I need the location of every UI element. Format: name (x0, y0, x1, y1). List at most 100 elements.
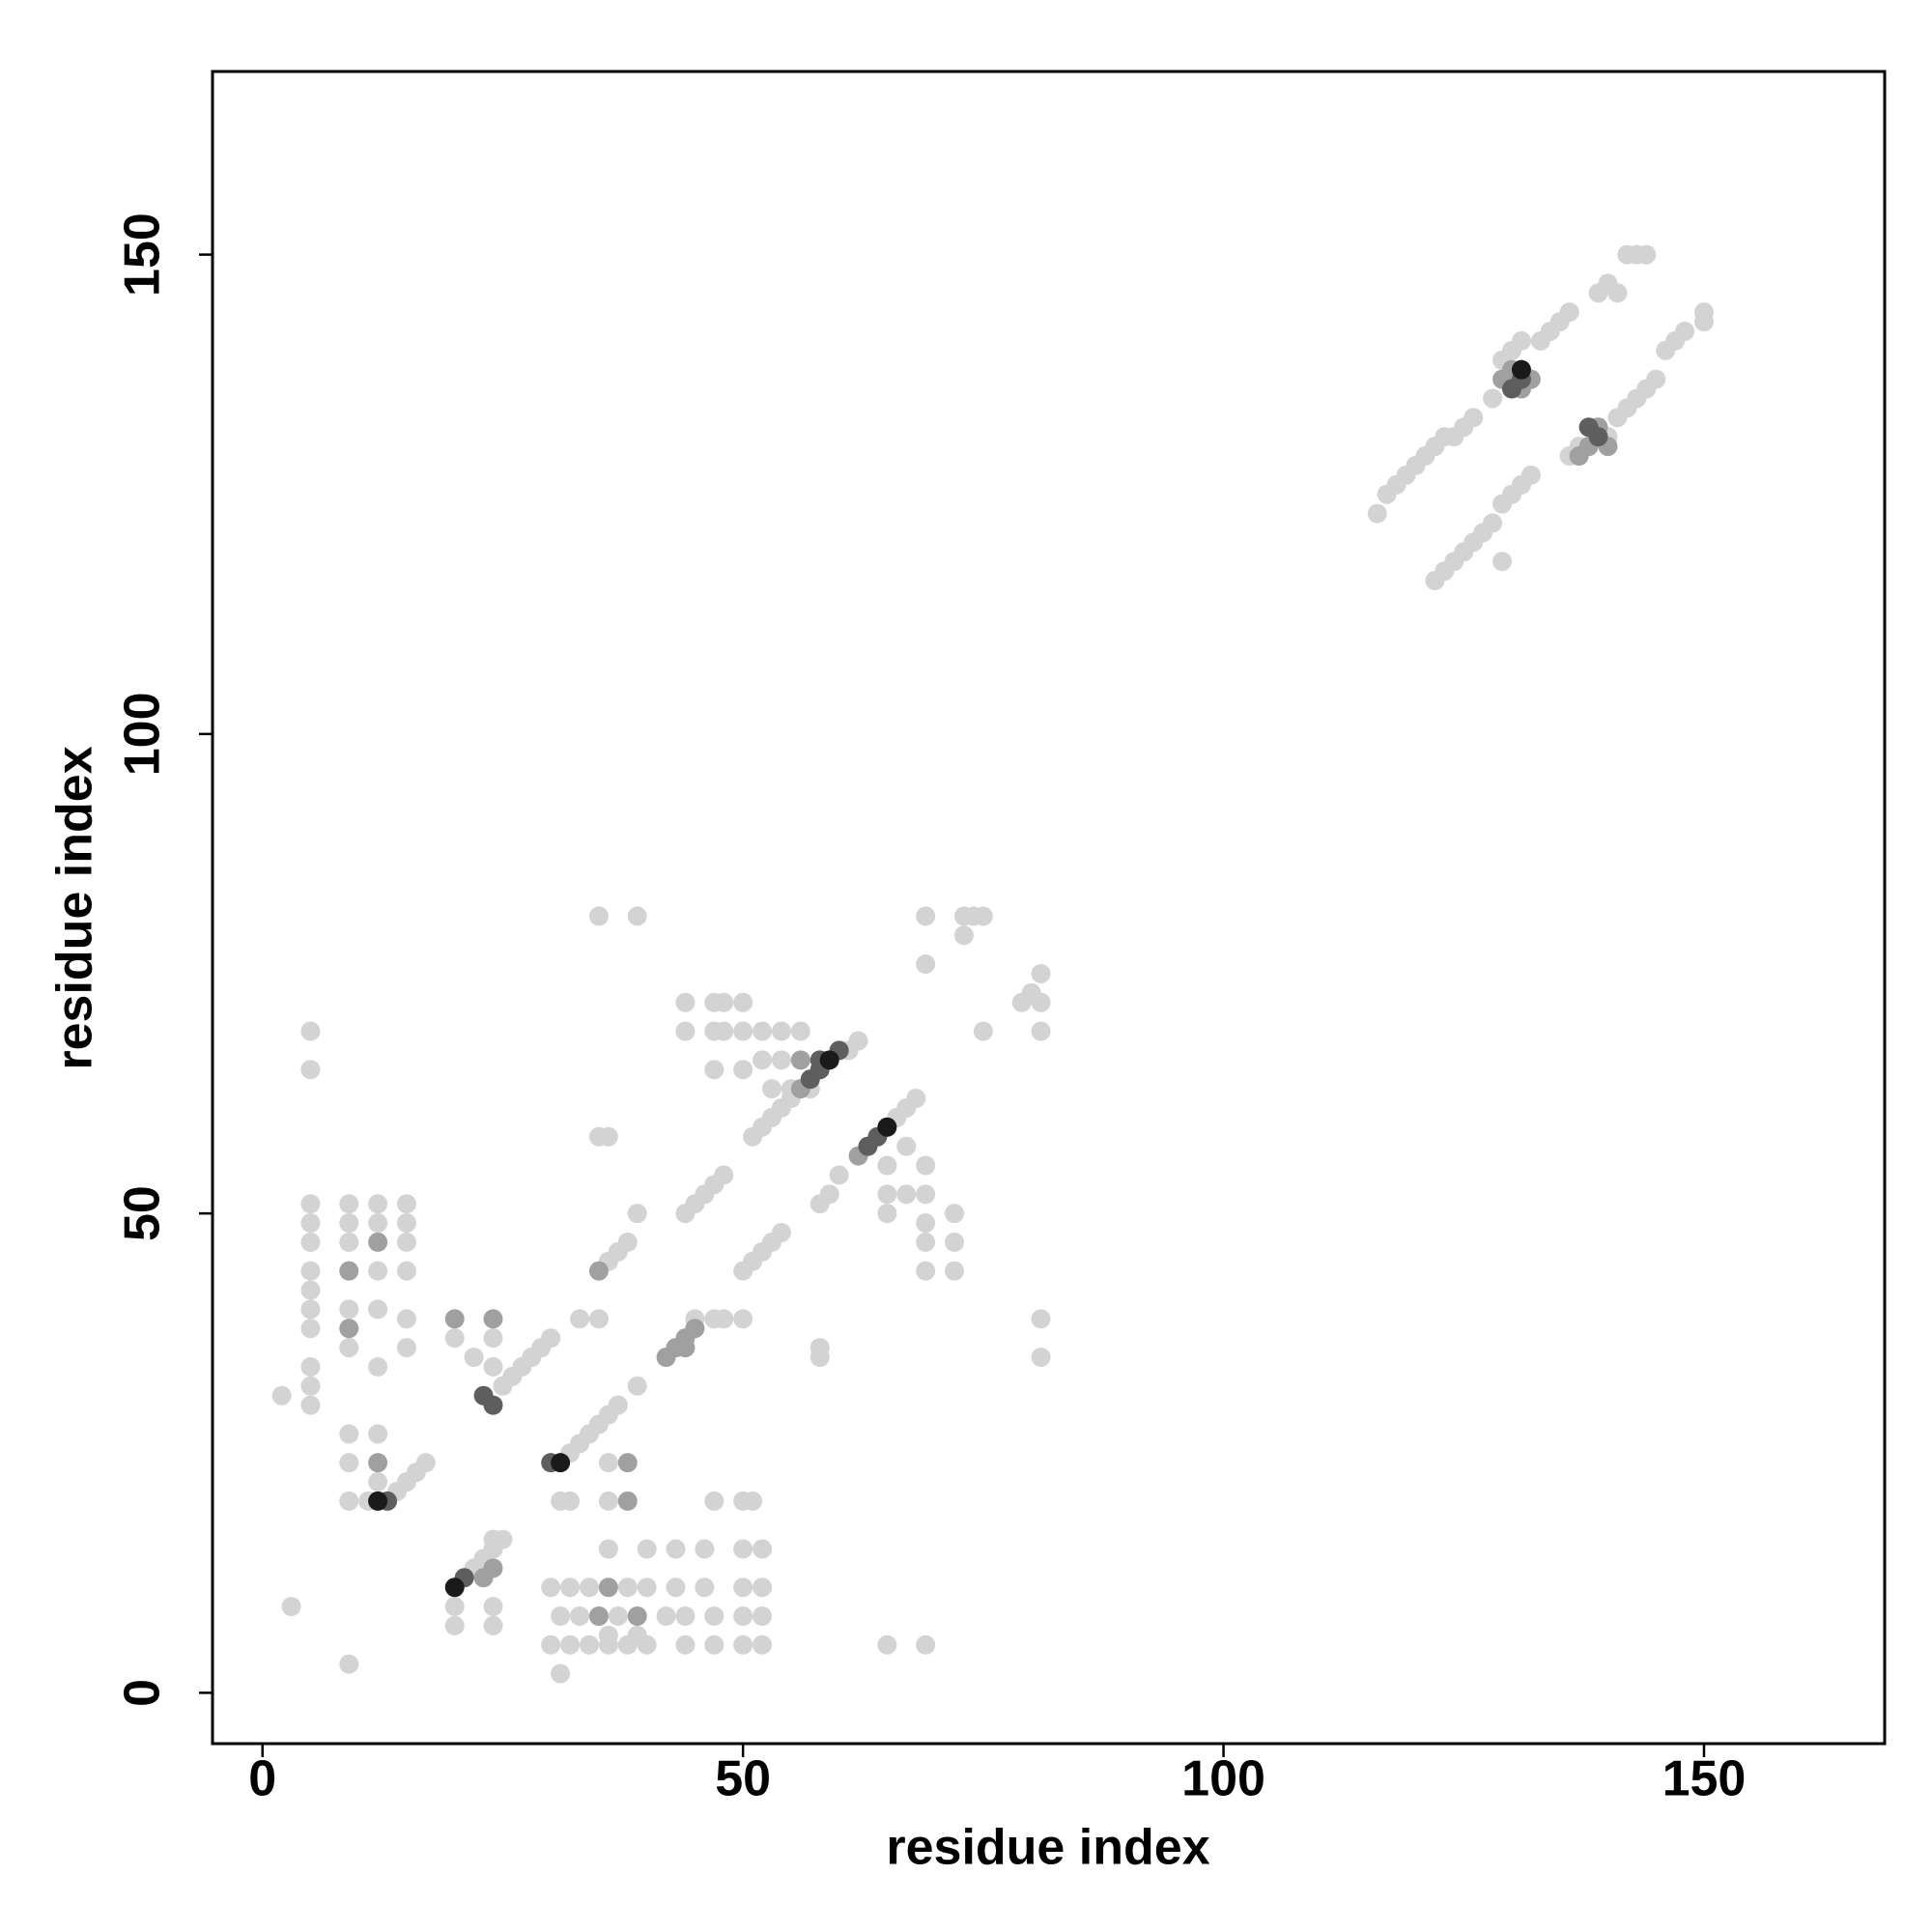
contact-point (588, 1261, 609, 1281)
contact-point (675, 992, 696, 1012)
contact-point (733, 1634, 753, 1655)
contact-point (771, 1222, 791, 1242)
contact-point (541, 1328, 561, 1349)
contact-point (300, 1194, 321, 1214)
contact-point (368, 1424, 388, 1444)
contact-point (753, 1577, 773, 1598)
contact-point (444, 1328, 465, 1349)
contact-point (627, 1605, 647, 1626)
contact-point (675, 1338, 696, 1358)
contact-point (339, 1338, 359, 1358)
contact-point (896, 1136, 917, 1156)
contact-point (627, 906, 647, 926)
contact-point (598, 1491, 618, 1511)
contact-point (1031, 992, 1051, 1012)
contact-point (733, 1309, 753, 1329)
contact-point (483, 1558, 503, 1578)
contact-point (339, 1299, 359, 1320)
contact-point (790, 1050, 810, 1070)
contact-point (368, 1213, 388, 1234)
contact-point (339, 1194, 359, 1214)
contact-point (483, 1356, 503, 1377)
contact-point (945, 1232, 965, 1252)
contact-point (598, 1625, 618, 1645)
contact-point (300, 1232, 321, 1252)
contact-point (877, 1117, 897, 1137)
contact-point (598, 1577, 618, 1598)
contact-point (714, 1021, 734, 1041)
contact-point (368, 1232, 388, 1252)
contact-point (627, 1625, 647, 1645)
contact-point (916, 1213, 936, 1234)
contact-point (945, 1261, 965, 1281)
contact-point (541, 1634, 561, 1655)
contact-point (1559, 302, 1579, 323)
contact-point (483, 1615, 503, 1635)
contact-point (733, 1060, 753, 1080)
contact-point (444, 1577, 465, 1598)
contact-point (695, 1539, 715, 1559)
y-tick-label: 100 (115, 692, 171, 776)
contact-point (877, 1155, 897, 1176)
contact-point (753, 1021, 773, 1041)
contact-point (300, 1299, 321, 1320)
contact-point (300, 1261, 321, 1281)
contact-point (714, 992, 734, 1012)
contact-point (608, 1395, 628, 1415)
contact-point (916, 906, 936, 926)
contact-point (588, 906, 609, 926)
contact-point (396, 1232, 416, 1252)
contact-point (916, 1634, 936, 1655)
contact-point (551, 1663, 571, 1684)
contact-point (916, 1261, 936, 1281)
contact-point (464, 1348, 484, 1368)
contact-point (666, 1539, 686, 1559)
contact-point (666, 1577, 686, 1598)
contact-point (339, 1491, 359, 1511)
contact-point (1463, 408, 1484, 428)
contact-point (1520, 465, 1541, 485)
contact-point (617, 1491, 638, 1511)
contact-point (396, 1194, 416, 1214)
contact-point (753, 1050, 773, 1070)
contact-point (916, 954, 936, 975)
contact-point (444, 1615, 465, 1635)
contact-point (819, 1050, 839, 1070)
contact-point (415, 1453, 436, 1473)
contact-point (339, 1261, 359, 1281)
contact-point (656, 1605, 676, 1626)
contact-point (300, 1021, 321, 1041)
contact-point (300, 1213, 321, 1234)
contact-point (695, 1577, 715, 1598)
contact-point (368, 1356, 388, 1377)
contact-point (714, 1309, 734, 1329)
contact-point (829, 1165, 849, 1185)
x-tick-label: 150 (1662, 1751, 1747, 1807)
contact-point (771, 1050, 791, 1070)
contact-point (608, 1605, 628, 1626)
x-tick-label: 100 (1181, 1751, 1265, 1807)
y-tick-label: 150 (115, 213, 171, 297)
contact-point (753, 1634, 773, 1655)
contact-point (483, 1328, 503, 1349)
contact-point (570, 1605, 590, 1626)
contact-point (483, 1529, 503, 1549)
contact-point (551, 1453, 571, 1473)
contact-point (1483, 513, 1503, 533)
contact-point (743, 1491, 763, 1511)
contact-point (339, 1319, 359, 1339)
contact-point (483, 1309, 503, 1329)
contact-point (1367, 503, 1387, 524)
contact-point (896, 1184, 917, 1205)
contact-point (1636, 244, 1657, 265)
contact-point (368, 1261, 388, 1281)
contact-point (1511, 359, 1531, 380)
contact-point (598, 1539, 618, 1559)
y-axis-title: residue index (47, 746, 103, 1069)
y-tick-label: 50 (115, 1185, 171, 1241)
contact-point (790, 1021, 810, 1041)
contact-point (339, 1654, 359, 1674)
contact-point (704, 1060, 724, 1080)
contact-point (339, 1453, 359, 1473)
